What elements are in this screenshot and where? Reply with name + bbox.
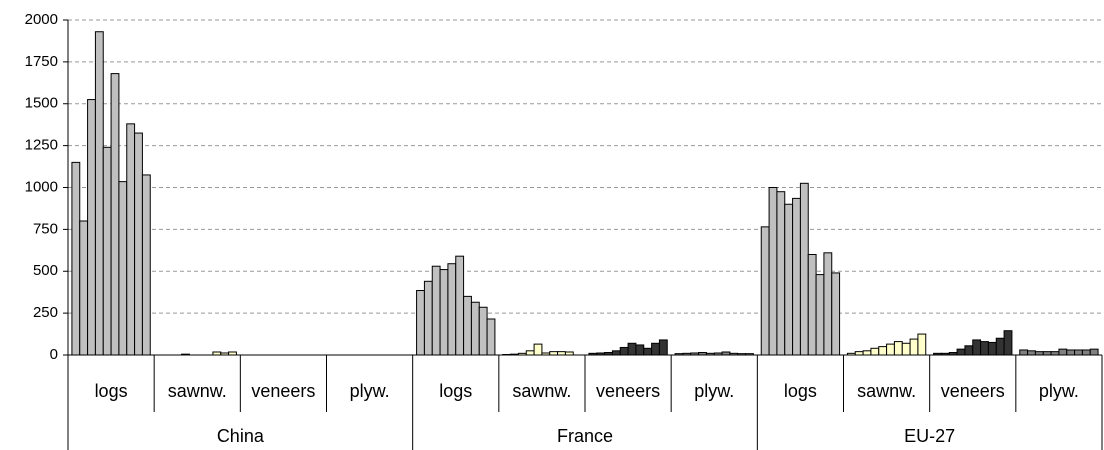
bar: [815, 274, 825, 356]
y-tick-label: 1500: [25, 95, 58, 112]
bar: [439, 269, 449, 356]
bar: [878, 346, 888, 356]
bar: [956, 348, 966, 356]
y-tick-label: 2000: [25, 11, 58, 28]
bar: [784, 203, 794, 356]
x-group-label: France: [557, 426, 613, 446]
x-subcategory-label: logs: [439, 381, 472, 401]
x-subcategory-label: plyw.: [350, 381, 390, 401]
x-subcategory-label: veneers: [251, 381, 315, 401]
bar: [486, 318, 496, 356]
bar: [893, 341, 903, 356]
bar: [94, 31, 104, 356]
bar: [854, 351, 864, 356]
bar: [423, 280, 433, 356]
bar: [627, 342, 637, 356]
bar: [651, 342, 660, 356]
bar: [1019, 349, 1029, 356]
bar: [447, 263, 457, 356]
bar: [1003, 330, 1013, 356]
bar: [549, 351, 559, 356]
bar: [557, 351, 566, 356]
bar: [987, 341, 997, 356]
x-group-label: EU-27: [904, 426, 955, 446]
y-tick-label: 1000: [25, 178, 58, 195]
x-group-label: China: [217, 426, 265, 446]
bar: [643, 347, 653, 356]
x-subcategory-label: veneers: [941, 381, 1005, 401]
x-subcategory-label: logs: [95, 381, 128, 401]
bar: [658, 339, 668, 356]
bar: [463, 295, 472, 356]
bar: [909, 338, 919, 356]
y-tick-label: 750: [33, 220, 58, 237]
bar: [886, 343, 895, 356]
bar: [635, 344, 645, 356]
bar: [478, 306, 488, 356]
bar: [470, 301, 480, 356]
bar: [972, 339, 982, 356]
bar: [823, 252, 833, 356]
bar: [79, 220, 89, 356]
bar: [995, 337, 1005, 356]
bar: [1081, 349, 1091, 356]
bar: [1042, 351, 1052, 356]
bar: [831, 272, 841, 356]
bar: [134, 132, 143, 356]
bar: [917, 333, 927, 356]
x-subcategory-label: sawnw.: [512, 381, 571, 401]
bar: [525, 350, 535, 356]
bar: [1027, 350, 1036, 356]
bar: [776, 191, 786, 356]
bar: [862, 350, 872, 356]
x-subcategory-label: sawnw.: [857, 381, 916, 401]
bar: [1050, 351, 1060, 356]
bar: [416, 290, 425, 356]
bar: [1058, 348, 1068, 356]
bar: [118, 181, 128, 356]
bar: [102, 146, 112, 356]
x-subcategory-label: veneers: [596, 381, 660, 401]
x-subcategory-label: logs: [784, 381, 817, 401]
bar: [1089, 348, 1099, 356]
bar: [1066, 349, 1076, 356]
x-subcategory-label: sawnw.: [168, 381, 227, 401]
bar: [901, 342, 911, 356]
bar: [807, 254, 817, 356]
bar: [141, 174, 151, 356]
bar: [760, 226, 770, 356]
bar: [619, 346, 629, 356]
y-tick-label: 250: [33, 304, 58, 321]
bar: [431, 265, 441, 356]
bar: [792, 197, 801, 356]
y-tick-label: 1750: [25, 53, 58, 70]
bar: [799, 182, 809, 356]
y-tick-label: 500: [33, 262, 58, 279]
bar: [870, 347, 880, 356]
bar: [768, 187, 778, 356]
x-subcategory-label: plyw.: [1039, 381, 1079, 401]
bar: [126, 123, 136, 356]
bar: [964, 345, 974, 356]
bar: [455, 255, 465, 356]
y-tick-label: 1250: [25, 137, 58, 154]
bar: [533, 343, 543, 356]
bar: [980, 341, 989, 356]
bar: [71, 161, 81, 356]
bar: [1034, 351, 1044, 356]
bar: [1074, 349, 1083, 356]
bar: [110, 73, 120, 356]
x-subcategory-label: plyw.: [694, 381, 734, 401]
bar: [611, 350, 621, 356]
y-tick-label: 0: [50, 346, 58, 363]
bar: [87, 99, 96, 356]
